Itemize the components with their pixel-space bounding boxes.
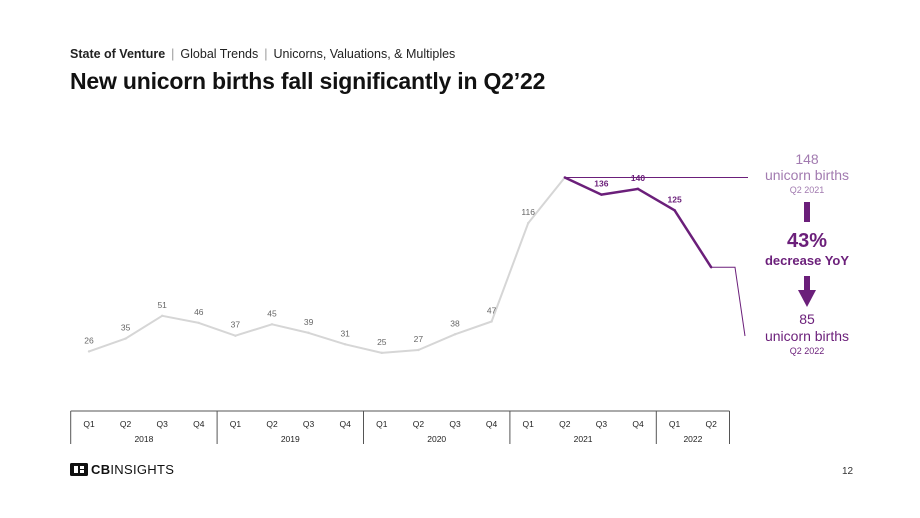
data-label: 38: [450, 318, 460, 328]
data-label: 116: [521, 207, 535, 217]
data-label: 136: [594, 179, 608, 189]
series-line-base: [88, 176, 566, 354]
cb-insights-logo-icon: [70, 463, 88, 476]
callout-end-unit: unicorn births: [765, 328, 849, 344]
callout-end-period: Q2 2022: [790, 346, 825, 356]
data-point: [600, 193, 603, 196]
data-label: 39: [304, 317, 314, 327]
x-tick-label: Q2: [266, 419, 278, 429]
breadcrumb-separator: |: [171, 47, 175, 61]
data-point: [307, 331, 310, 335]
data-label: 37: [231, 320, 241, 330]
breadcrumb-separator: |: [264, 47, 268, 61]
data-label: 27: [414, 334, 424, 344]
data-point: [490, 320, 493, 323]
x-year-label: 2018: [134, 434, 153, 444]
x-tick-label: Q4: [193, 419, 205, 429]
data-point: [197, 321, 200, 325]
x-tick-label: Q3: [303, 419, 315, 429]
callout-change-value: 43%: [787, 230, 827, 252]
data-point: [87, 350, 91, 353]
cb-insights-logo: CBINSIGHTS: [70, 462, 174, 477]
data-point: [161, 314, 164, 317]
x-tick-label: Q1: [523, 419, 535, 429]
callout-start-unit: unicorn births: [765, 167, 849, 183]
logo-text-rest: INSIGHTS: [110, 462, 175, 477]
x-tick-label: Q4: [486, 419, 498, 429]
x-year-label: 2021: [574, 434, 593, 444]
data-point: [234, 334, 237, 337]
data-point: [417, 348, 420, 352]
data-point: [453, 333, 457, 336]
breadcrumb-topic: Global Trends: [180, 47, 259, 61]
breadcrumb-section: State of Venture: [70, 47, 166, 61]
data-point: [124, 337, 127, 340]
x-tick-label: Q2: [706, 419, 718, 429]
data-label: 51: [157, 300, 167, 310]
data-label: 46: [194, 307, 204, 317]
x-tick-label: Q3: [449, 419, 461, 429]
series-line-highlight: [564, 176, 713, 268]
logo-text-bold: CB: [91, 462, 111, 477]
callout-end-value: 85: [799, 311, 815, 327]
callout-start-period: Q2 2021: [790, 185, 825, 195]
data-point: [344, 343, 347, 346]
callout-bar: [804, 202, 810, 222]
x-tick-label: Q1: [83, 419, 95, 429]
page-title: New unicorn births fall significantly in…: [70, 68, 546, 94]
arrow-down-icon: [798, 290, 816, 307]
data-label: 47: [487, 305, 497, 315]
x-tick-label: Q3: [157, 419, 169, 429]
x-year-label: 2020: [427, 434, 446, 444]
callout-change-text: decrease YoY: [765, 253, 849, 268]
x-tick-label: Q2: [413, 419, 425, 429]
callout-start-value: 148: [795, 151, 819, 167]
x-tick-label: Q1: [230, 419, 242, 429]
data-label: 25: [377, 337, 387, 347]
x-tick-label: Q1: [376, 419, 388, 429]
data-label: 125: [668, 194, 682, 204]
breadcrumb-subtopic: Unicorns, Valuations, & Multiples: [273, 47, 456, 61]
data-point: [673, 209, 676, 212]
page-number: 12: [842, 466, 854, 477]
data-point: [527, 221, 530, 225]
x-tick-label: Q1: [669, 419, 681, 429]
x-tick-label: Q2: [559, 419, 571, 429]
data-label: 35: [121, 323, 131, 333]
data-label: 45: [267, 308, 277, 318]
data-label: 31: [340, 328, 350, 338]
x-tick-label: Q2: [120, 419, 132, 429]
x-year-label: 2019: [281, 434, 300, 444]
x-tick-label: Q4: [340, 419, 352, 429]
callout-arrow-shaft: [804, 276, 810, 292]
data-point: [636, 187, 640, 191]
data-point: [380, 351, 383, 355]
x-tick-label: Q3: [596, 419, 608, 429]
breadcrumb: State of Venture | Global Trends | Unicorns,…: [70, 47, 455, 61]
x-year-label: 2022: [683, 434, 702, 444]
data-label: 26: [84, 335, 94, 345]
data-point: [270, 323, 274, 326]
x-tick-label: Q4: [632, 419, 644, 429]
callout-connector-end: [711, 266, 746, 337]
logo-text: CBINSIGHTS: [91, 462, 174, 477]
